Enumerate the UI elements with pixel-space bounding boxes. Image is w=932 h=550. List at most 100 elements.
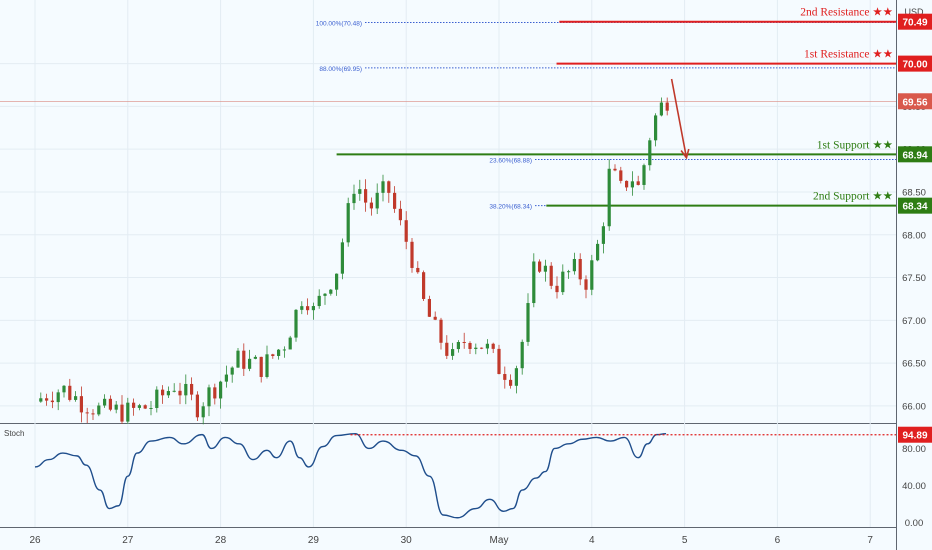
candle-body [387, 181, 391, 193]
candle-body [74, 396, 78, 400]
level-price-badge [898, 13, 932, 30]
candle-body [85, 412, 89, 414]
fib-label: 88.00%(69.95) [319, 66, 362, 73]
candle-body [126, 402, 130, 422]
candle-body [509, 379, 513, 386]
candle-body [572, 258, 576, 272]
candle-body [259, 356, 263, 377]
candle-body [311, 306, 315, 311]
stoch-marker-badge [898, 426, 932, 443]
candle-body [143, 405, 147, 409]
candle-body [103, 398, 107, 406]
candle-body [62, 385, 66, 393]
fib-label: 100.00%(70.48) [316, 21, 362, 28]
level-price-label: 68.34 [902, 202, 927, 213]
candle-body [375, 192, 379, 209]
candle-body [555, 285, 559, 293]
x-tick-label: 6 [775, 535, 781, 546]
candle-body [323, 293, 327, 296]
candle-body [265, 354, 269, 377]
candle-body [300, 306, 304, 310]
y-tick-label: 68.50 [902, 187, 926, 198]
candle-body [497, 348, 501, 375]
fib-label: 23.60%(68.88) [489, 157, 532, 164]
candle-body [166, 391, 170, 396]
candle-body [352, 193, 356, 204]
level-price-badge [898, 146, 932, 163]
candle-body [654, 115, 658, 141]
candle-body [543, 265, 547, 272]
candle-body [207, 387, 211, 407]
candle-body [659, 102, 663, 116]
x-tick-label: 29 [308, 535, 320, 546]
candle-body [329, 289, 333, 294]
candle-body [607, 168, 611, 227]
level-name: 1st Resistance ★★ [804, 49, 893, 61]
candle-body [578, 258, 582, 280]
candle-body [416, 267, 420, 273]
candle-body [630, 181, 634, 188]
candle-body [149, 407, 153, 409]
candle-body [178, 390, 182, 396]
level-price-label: 70.00 [902, 60, 927, 71]
candle-body [271, 354, 275, 356]
candle-body [584, 279, 588, 290]
candle-body [114, 404, 118, 410]
candle-body [108, 398, 112, 410]
candle-body [520, 341, 524, 369]
candle-body [277, 349, 281, 356]
candle-body [91, 413, 95, 415]
candle-body [184, 383, 188, 396]
fib-label: 38.20%(68.34) [489, 204, 532, 211]
level-name: 2nd Support ★★ [813, 191, 893, 203]
candle-body [340, 242, 344, 274]
candle-body [224, 374, 228, 382]
candle-body [532, 261, 536, 304]
candle-body [68, 385, 72, 400]
candle-body [213, 387, 217, 399]
candle-body [619, 170, 623, 181]
candle-body [364, 189, 368, 203]
candle-body [39, 398, 43, 402]
candle-body [79, 396, 83, 413]
candle-body [50, 400, 54, 403]
candle-body [480, 347, 484, 349]
y-tick-label: 66.50 [902, 359, 926, 370]
stoch-tick-label: 80.00 [902, 444, 926, 455]
candle-body [636, 181, 640, 185]
x-tick-label: 5 [682, 535, 688, 546]
candle-body [665, 102, 669, 111]
candle-body [282, 349, 286, 351]
x-tick-label: 26 [29, 535, 41, 546]
x-tick-label: May [490, 535, 509, 546]
x-tick-label: 30 [401, 535, 413, 546]
candle-body [590, 260, 594, 290]
stoch-label: Stoch [4, 429, 24, 438]
candle-body [445, 342, 449, 356]
candle-body [195, 394, 199, 418]
level-name: 1st Support ★★ [817, 139, 893, 151]
prediction-arrow [670, 78, 688, 158]
candle-body [219, 381, 223, 399]
candle-body [369, 202, 373, 209]
candle-body [132, 402, 136, 408]
candle-body [549, 265, 553, 286]
candle-body [451, 349, 455, 356]
level-name: 2nd Resistance ★★ [800, 7, 893, 19]
candle-body [485, 343, 489, 349]
prediction-arrow-head [680, 148, 690, 160]
current-price-badge [898, 93, 932, 110]
candle-body [172, 390, 176, 392]
level-price-label: 70.49 [902, 18, 927, 29]
candle-body [601, 226, 605, 244]
candle-body [137, 405, 141, 408]
candle-body [161, 389, 165, 396]
candle-body [439, 319, 443, 343]
candle-body [155, 389, 159, 408]
candle-body [306, 306, 310, 311]
candle-body [317, 295, 321, 307]
y-tick-label: 67.50 [902, 273, 926, 284]
candle-body [456, 341, 460, 350]
candle-body [230, 367, 234, 375]
candle-body [393, 192, 397, 209]
